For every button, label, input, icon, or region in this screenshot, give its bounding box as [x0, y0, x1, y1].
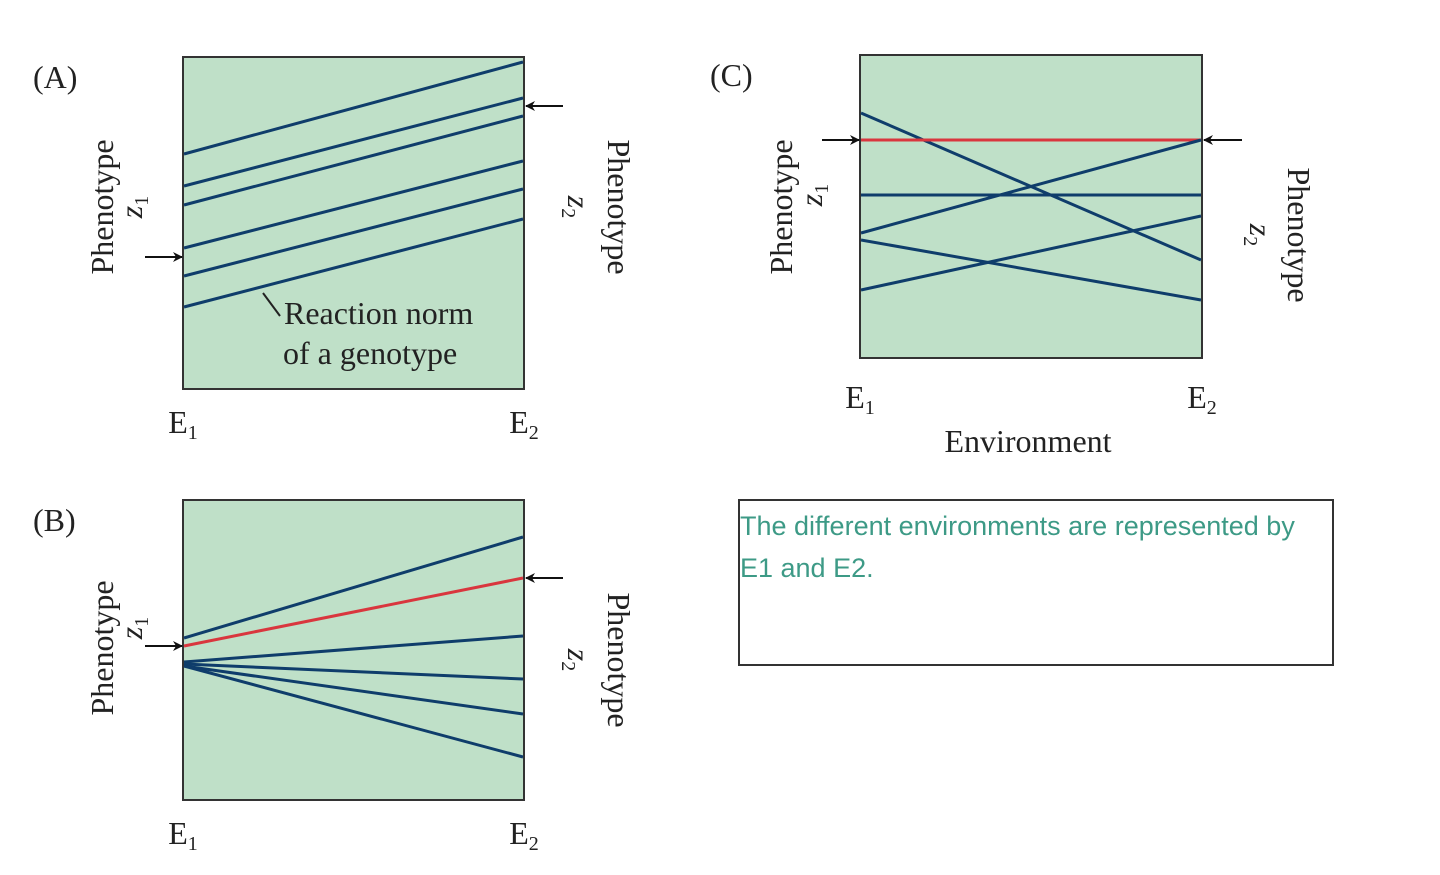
panel-b: (B) Phenotype z1 Phenotype z2 E1 E2: [33, 499, 637, 855]
reaction-norm-line: [183, 96, 524, 188]
e2-label: E2: [1187, 379, 1217, 419]
reaction-norm-line: [183, 664, 524, 759]
reaction-norm-line: [183, 159, 524, 250]
y-axis-right-label: Phenotype: [601, 592, 637, 727]
reaction-norm-line: [183, 662, 524, 681]
z2-label: z2: [557, 648, 597, 671]
e1-label: E1: [168, 815, 198, 855]
highlighted-reaction-norm: [183, 576, 524, 648]
z2-label: z2: [1239, 223, 1279, 246]
annotation-pointer: [262, 292, 281, 317]
reaction-norm-line: [183, 187, 524, 278]
note-text: The different environments are represent…: [740, 511, 1295, 583]
y-axis-left-label: Phenotype: [84, 139, 120, 274]
reaction-norm-line: [860, 238, 1202, 302]
y-axis-right-label: Phenotype: [601, 139, 637, 274]
reaction-norm-line: [183, 634, 524, 664]
y-axis-left-label: Phenotype: [763, 139, 799, 274]
z1-label: z1: [793, 184, 833, 207]
reaction-norm-line: [183, 60, 524, 156]
reaction-norms: [860, 111, 1202, 302]
plot-area: [859, 54, 1203, 359]
y-axis-right-label: Phenotype: [1281, 167, 1317, 302]
e1-label: E1: [168, 404, 198, 444]
reaction-norm-line: [183, 217, 524, 309]
reaction-norm-line: [860, 138, 1202, 235]
e2-label: E2: [509, 815, 539, 855]
panel-a: (A) Phenotype z1 Phenotype z2 Reaction n…: [33, 56, 637, 444]
e1-label: E1: [845, 379, 875, 419]
reaction-norm-line: [183, 535, 524, 640]
panel-label: (C): [710, 57, 753, 93]
y-axis-left-label: Phenotype: [84, 580, 120, 715]
panel-label: (A): [33, 59, 77, 95]
panel-c: (C) Phenotype z1 Phenotype z2 E1 E2 Envi…: [710, 54, 1317, 459]
z2-label: z2: [557, 195, 597, 218]
z1-label: z1: [113, 196, 153, 219]
reaction-norm-line: [183, 114, 524, 207]
reaction-norms: [183, 60, 524, 309]
reaction-norms: [183, 535, 524, 759]
panel-label: (B): [33, 502, 76, 538]
annotation-text: of a genotype: [283, 335, 457, 371]
z1-label: z1: [113, 617, 153, 640]
annotation-text: Reaction norm: [284, 295, 473, 331]
reaction-norm-line: [183, 664, 524, 716]
x-axis-label: Environment: [944, 423, 1111, 459]
reaction-norm-line: [860, 214, 1202, 292]
note-box: The different environments are represent…: [738, 499, 1334, 666]
e2-label: E2: [509, 404, 539, 444]
